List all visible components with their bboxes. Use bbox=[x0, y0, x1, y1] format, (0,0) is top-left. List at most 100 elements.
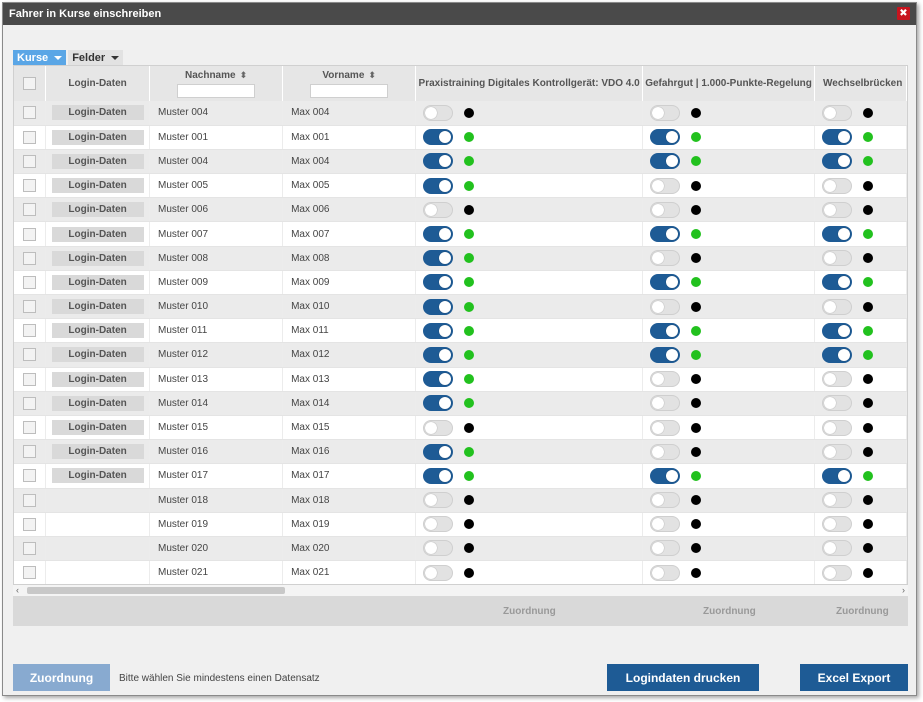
enroll-toggle[interactable] bbox=[822, 322, 853, 339]
enroll-toggle[interactable] bbox=[650, 177, 681, 194]
row-checkbox[interactable] bbox=[23, 324, 37, 338]
enroll-toggle[interactable] bbox=[423, 201, 454, 218]
row-checkbox[interactable] bbox=[23, 154, 37, 168]
enroll-toggle[interactable] bbox=[822, 129, 853, 146]
excel-export-button[interactable]: Excel Export bbox=[800, 664, 908, 691]
enroll-toggle[interactable] bbox=[423, 371, 454, 388]
zuordnung-button[interactable]: Zuordnung bbox=[13, 664, 110, 691]
enroll-toggle[interactable] bbox=[423, 492, 454, 509]
row-checkbox[interactable] bbox=[23, 566, 37, 580]
enroll-toggle[interactable] bbox=[822, 250, 853, 267]
enroll-toggle[interactable] bbox=[650, 419, 681, 436]
print-logins-button[interactable]: Logindaten drucken bbox=[607, 664, 759, 691]
enroll-toggle[interactable] bbox=[650, 322, 681, 339]
enroll-toggle[interactable] bbox=[822, 467, 853, 484]
enroll-toggle[interactable] bbox=[650, 346, 681, 363]
col-header-vorname[interactable]: Vorname ⬍ bbox=[282, 66, 417, 101]
enroll-toggle[interactable] bbox=[822, 443, 853, 460]
login-data-button[interactable]: Login-Daten bbox=[51, 420, 144, 436]
enroll-toggle[interactable] bbox=[822, 346, 853, 363]
enroll-toggle[interactable] bbox=[423, 516, 454, 533]
enroll-toggle[interactable] bbox=[423, 298, 454, 315]
enroll-toggle[interactable] bbox=[822, 492, 853, 509]
row-checkbox[interactable] bbox=[23, 493, 37, 507]
row-checkbox[interactable] bbox=[23, 541, 37, 555]
enroll-toggle[interactable] bbox=[822, 104, 853, 121]
enroll-toggle[interactable] bbox=[650, 226, 681, 243]
enroll-toggle[interactable] bbox=[423, 564, 454, 581]
enroll-toggle[interactable] bbox=[822, 298, 853, 315]
vorname-filter-input[interactable] bbox=[310, 83, 389, 98]
select-all-checkbox[interactable] bbox=[23, 77, 37, 90]
enroll-toggle[interactable] bbox=[650, 201, 681, 218]
row-checkbox[interactable] bbox=[23, 203, 37, 217]
enroll-toggle[interactable] bbox=[650, 395, 681, 412]
scroll-thumb[interactable] bbox=[27, 587, 285, 594]
enroll-toggle[interactable] bbox=[650, 467, 681, 484]
login-data-button[interactable]: Login-Daten bbox=[51, 202, 144, 218]
scroll-left-icon[interactable]: ‹ bbox=[16, 585, 19, 595]
enroll-toggle[interactable] bbox=[423, 250, 454, 267]
login-data-button[interactable]: Login-Daten bbox=[51, 250, 144, 266]
login-data-button[interactable]: Login-Daten bbox=[51, 178, 144, 194]
enroll-toggle[interactable] bbox=[822, 540, 853, 557]
enroll-toggle[interactable] bbox=[423, 395, 454, 412]
enroll-toggle[interactable] bbox=[650, 371, 681, 388]
row-checkbox[interactable] bbox=[23, 106, 37, 120]
login-data-button[interactable]: Login-Daten bbox=[51, 347, 144, 363]
enroll-toggle[interactable] bbox=[650, 540, 681, 557]
login-data-button[interactable]: Login-Daten bbox=[51, 444, 144, 460]
enroll-toggle[interactable] bbox=[822, 226, 853, 243]
row-checkbox[interactable] bbox=[23, 396, 37, 410]
enroll-toggle[interactable] bbox=[650, 250, 681, 267]
enroll-toggle[interactable] bbox=[822, 153, 853, 170]
enroll-toggle[interactable] bbox=[650, 492, 681, 509]
tab-kurse[interactable]: Kurse bbox=[13, 50, 67, 65]
enroll-toggle[interactable] bbox=[423, 540, 454, 557]
row-checkbox[interactable] bbox=[23, 251, 37, 265]
enroll-toggle[interactable] bbox=[423, 467, 454, 484]
enroll-toggle[interactable] bbox=[650, 443, 681, 460]
row-checkbox[interactable] bbox=[23, 372, 37, 386]
enroll-toggle[interactable] bbox=[822, 371, 853, 388]
enroll-toggle[interactable] bbox=[423, 322, 454, 339]
enroll-toggle[interactable] bbox=[423, 226, 454, 243]
enroll-toggle[interactable] bbox=[423, 129, 454, 146]
enroll-toggle[interactable] bbox=[650, 274, 681, 291]
horizontal-scrollbar[interactable]: ‹ › bbox=[13, 585, 908, 596]
enroll-toggle[interactable] bbox=[423, 153, 454, 170]
scroll-right-icon[interactable]: › bbox=[902, 585, 905, 595]
login-data-button[interactable]: Login-Daten bbox=[51, 468, 144, 484]
enroll-toggle[interactable] bbox=[822, 177, 853, 194]
login-data-button[interactable]: Login-Daten bbox=[51, 299, 144, 315]
login-data-button[interactable]: Login-Daten bbox=[51, 153, 144, 169]
row-checkbox[interactable] bbox=[23, 348, 37, 362]
enroll-toggle[interactable] bbox=[822, 274, 853, 291]
row-checkbox[interactable] bbox=[23, 469, 37, 483]
enroll-toggle[interactable] bbox=[822, 419, 853, 436]
enroll-toggle[interactable] bbox=[650, 104, 681, 121]
sort-icon[interactable]: ⬍ bbox=[239, 69, 248, 80]
close-icon[interactable]: ✖ bbox=[897, 7, 910, 20]
enroll-toggle[interactable] bbox=[650, 298, 681, 315]
nachname-filter-input[interactable] bbox=[177, 83, 256, 98]
login-data-button[interactable]: Login-Daten bbox=[51, 371, 144, 387]
row-checkbox[interactable] bbox=[23, 179, 37, 193]
enroll-toggle[interactable] bbox=[423, 177, 454, 194]
login-data-button[interactable]: Login-Daten bbox=[51, 105, 144, 121]
enroll-toggle[interactable] bbox=[822, 516, 853, 533]
row-checkbox[interactable] bbox=[23, 227, 37, 241]
col-header-nachname[interactable]: Nachname ⬍ bbox=[149, 66, 284, 101]
login-data-button[interactable]: Login-Daten bbox=[51, 323, 144, 339]
row-checkbox[interactable] bbox=[23, 445, 37, 459]
login-data-button[interactable]: Login-Daten bbox=[51, 395, 144, 411]
row-checkbox[interactable] bbox=[23, 130, 37, 144]
enroll-toggle[interactable] bbox=[650, 129, 681, 146]
enroll-toggle[interactable] bbox=[650, 564, 681, 581]
enroll-toggle[interactable] bbox=[822, 564, 853, 581]
enroll-toggle[interactable] bbox=[650, 153, 681, 170]
tab-felder[interactable]: Felder bbox=[68, 50, 124, 65]
login-data-button[interactable]: Login-Daten bbox=[51, 226, 144, 242]
row-checkbox[interactable] bbox=[23, 300, 37, 314]
row-checkbox[interactable] bbox=[23, 517, 37, 531]
